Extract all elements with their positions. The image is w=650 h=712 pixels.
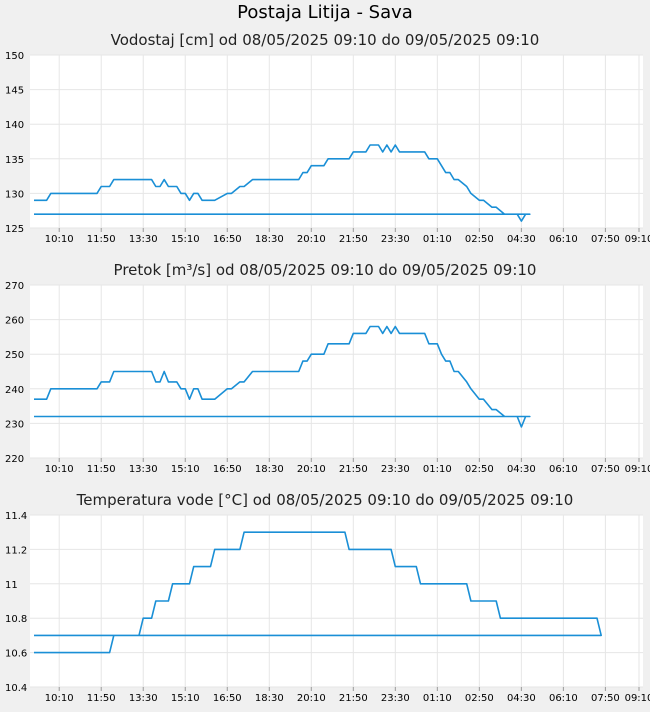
x-tick-label: 23:30 (381, 693, 410, 704)
x-tick-label: 11:50 (87, 464, 116, 475)
x-tick-label: 06:10 (549, 234, 578, 245)
series-line (34, 144, 531, 222)
plot-area (30, 515, 643, 687)
y-tick-label: 135 (5, 155, 24, 166)
y-tick-label: 250 (5, 350, 24, 361)
x-tick-label: 07:50 (591, 693, 620, 704)
water-level-chart: Vodostaj [cm] od 08/05/2025 09:10 do 09/… (5, 31, 650, 245)
y-tick-label: 11.4 (5, 511, 27, 522)
x-tick-label: 02:50 (465, 464, 494, 475)
series-line (34, 531, 603, 654)
x-tick-label: 13:30 (129, 693, 158, 704)
y-tick-label: 270 (5, 281, 24, 292)
y-tick-label: 10.8 (5, 614, 27, 625)
x-tick-label: 13:30 (129, 464, 158, 475)
x-tick-label: 01:10 (423, 234, 452, 245)
x-tick-label: 01:10 (423, 464, 452, 475)
x-tick-label: 07:50 (591, 234, 620, 245)
x-tick-label: 10:10 (45, 234, 74, 245)
page-title: Postaja Litija - Sava (237, 2, 413, 23)
x-tick-label: 16:50 (213, 464, 242, 475)
y-tick-label: 220 (5, 454, 24, 465)
discharge-chart: Pretok [m³/s] od 08/05/2025 09:10 do 09/… (5, 261, 650, 475)
x-tick-label: 15:10 (171, 464, 200, 475)
x-tick-label: 23:30 (381, 234, 410, 245)
x-tick-label: 09:10 (625, 464, 650, 475)
series-line (34, 325, 531, 428)
x-tick-label: 06:10 (549, 464, 578, 475)
x-tick-label: 15:10 (171, 693, 200, 704)
x-tick-label: 10:10 (45, 693, 74, 704)
x-tick-label: 06:10 (549, 693, 578, 704)
x-tick-label: 21:50 (339, 464, 368, 475)
x-tick-label: 20:10 (297, 464, 326, 475)
y-tick-label: 125 (5, 224, 24, 235)
x-tick-label: 13:30 (129, 234, 158, 245)
x-tick-label: 23:30 (381, 464, 410, 475)
chart-title: Pretok [m³/s] od 08/05/2025 09:10 do 09/… (114, 261, 537, 279)
plot-area (30, 55, 643, 228)
x-tick-label: 11:50 (87, 234, 116, 245)
x-tick-label: 04:30 (507, 693, 536, 704)
x-tick-label: 16:50 (213, 234, 242, 245)
x-tick-label: 10:10 (45, 464, 74, 475)
x-tick-label: 20:10 (297, 693, 326, 704)
x-tick-label: 07:50 (591, 464, 620, 475)
x-tick-label: 18:30 (255, 693, 284, 704)
y-tick-label: 240 (5, 385, 24, 396)
chart-title: Vodostaj [cm] od 08/05/2025 09:10 do 09/… (111, 31, 540, 49)
y-tick-label: 150 (5, 51, 24, 62)
x-tick-label: 09:10 (625, 234, 650, 245)
temperature-chart: Temperatura vode [°C] od 08/05/2025 09:1… (5, 491, 650, 704)
y-tick-label: 140 (5, 120, 24, 131)
y-tick-label: 11 (5, 580, 18, 591)
x-tick-label: 04:30 (507, 464, 536, 475)
y-tick-label: 145 (5, 86, 24, 97)
x-tick-label: 11:50 (87, 693, 116, 704)
y-tick-label: 10.6 (5, 649, 27, 660)
x-tick-label: 15:10 (171, 234, 200, 245)
x-tick-label: 21:50 (339, 234, 368, 245)
x-tick-label: 18:30 (255, 464, 284, 475)
x-tick-label: 16:50 (213, 693, 242, 704)
y-tick-label: 130 (5, 189, 24, 200)
x-tick-label: 01:10 (423, 693, 452, 704)
x-tick-label: 09:10 (625, 693, 650, 704)
y-tick-label: 260 (5, 316, 24, 327)
x-tick-label: 02:50 (465, 693, 494, 704)
y-tick-label: 11.2 (5, 545, 27, 556)
chart-title: Temperatura vode [°C] od 08/05/2025 09:1… (76, 491, 574, 509)
x-tick-label: 21:50 (339, 693, 368, 704)
x-tick-label: 04:30 (507, 234, 536, 245)
y-tick-label: 230 (5, 419, 24, 430)
x-tick-label: 18:30 (255, 234, 284, 245)
y-tick-label: 10.4 (5, 683, 27, 694)
x-tick-label: 02:50 (465, 234, 494, 245)
x-tick-label: 20:10 (297, 234, 326, 245)
